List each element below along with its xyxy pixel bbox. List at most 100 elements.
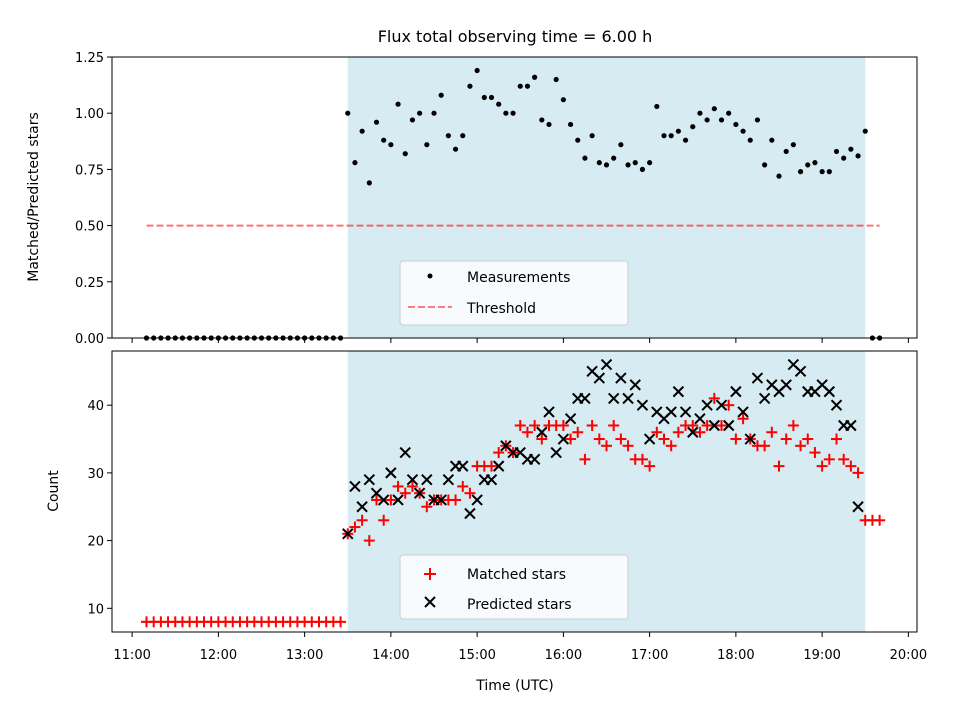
legend-label-threshold: Threshold [466, 301, 536, 317]
predicted-star-point [399, 446, 411, 459]
measurement-point [797, 169, 804, 175]
predicted-star-point [421, 473, 433, 486]
measurement-point [532, 74, 538, 80]
measurement-point [438, 92, 444, 98]
x-b [615, 372, 627, 384]
x-tick-label: 18:00 [717, 648, 754, 663]
predicted-star-point [607, 392, 620, 405]
top-y-ticks: 0.00 0.25 0.50 0.75 1.00 1.25 [75, 51, 112, 347]
x-b [471, 494, 483, 506]
measurement-point [488, 94, 495, 101]
measurement-point [647, 160, 653, 166]
y-tick-label: 1.25 [75, 51, 104, 66]
measurement-point [474, 67, 480, 74]
measurement-point [740, 128, 746, 134]
predicted-star-point [435, 494, 447, 506]
matched-star-point [809, 447, 821, 459]
matched-star-point [766, 426, 778, 438]
predicted-star-point [629, 379, 641, 391]
matched-star-point [464, 487, 476, 499]
matched-star-point [392, 480, 404, 492]
y-tick-label: 40 [87, 399, 104, 414]
x-tick-label: 17:00 [631, 648, 668, 663]
measurement-point [402, 151, 408, 157]
matched-star-point [651, 426, 663, 438]
matched-star-point [593, 433, 605, 445]
x-b [823, 385, 836, 398]
predicted-star-point [363, 473, 376, 486]
predicted-star-point [392, 494, 404, 506]
legend-label-predicted: Predicted stars [467, 597, 572, 613]
measurement-point [639, 166, 646, 172]
predicted-star-point [701, 399, 713, 411]
x-b [708, 419, 721, 432]
chart-title: Flux total observing time = 6.00 h [378, 27, 653, 46]
x-b [607, 392, 620, 405]
top-x-ticks [131, 338, 909, 343]
matched-star-point [672, 426, 684, 438]
matched-star-point [450, 494, 462, 506]
predicted-star-point [528, 453, 541, 466]
measurement-point [445, 133, 451, 139]
x-tick-label: 11:00 [113, 648, 150, 663]
measurement-point [848, 146, 854, 152]
measurement-point [733, 121, 739, 128]
predicted-star-point [464, 507, 476, 520]
matched-star-point [371, 494, 382, 506]
matched-star-point [493, 447, 505, 459]
measurement-point [632, 160, 638, 166]
x-tick-label: 14:00 [372, 648, 409, 663]
x-b [557, 433, 570, 445]
bottom-plot-frame [111, 350, 918, 633]
predicted-star-point [708, 419, 721, 432]
x-b [385, 467, 397, 479]
x-b [485, 473, 498, 486]
matched-star-point [457, 480, 469, 492]
matched-star-point [356, 514, 368, 526]
y-tick-label: 0.25 [75, 276, 104, 291]
predicted-star-point [679, 406, 692, 418]
y-tick-label: 30 [87, 467, 104, 482]
matched-star-point [838, 453, 850, 465]
matched-star-point [737, 413, 749, 425]
measurement-point [596, 160, 602, 166]
matched-star-point [363, 535, 375, 547]
matched-star-point [385, 494, 397, 506]
measurement-point [517, 83, 523, 89]
legend-marker-predicted [424, 596, 436, 608]
matched-star-point [694, 426, 706, 438]
x-b [413, 487, 426, 499]
bottom-y-ticks: 10 20 30 40 [87, 399, 112, 617]
measurement-point [682, 137, 689, 143]
predicted-star-point [457, 460, 469, 472]
measurement-point [769, 137, 775, 143]
predicted-star-point [377, 494, 390, 506]
x-b [349, 480, 361, 493]
x-b [758, 392, 771, 405]
matched-star-point [615, 433, 627, 445]
measurement-point [690, 124, 696, 130]
matched-star-point [730, 433, 742, 445]
matched-star-point [701, 419, 713, 431]
x-b [370, 487, 383, 499]
predicted-star-point [744, 433, 756, 445]
predicted-star-point [823, 385, 836, 398]
bottom-y-axis-label: Count [46, 470, 62, 512]
measurement-point [654, 103, 660, 110]
top-y-axis-label: Matched/Predicted stars [26, 112, 42, 282]
predicted-star-point [751, 372, 764, 384]
measurement-point [776, 173, 782, 179]
measurement-point [704, 117, 710, 123]
y-tick-label: 10 [87, 602, 104, 617]
legend-marker-measurements [427, 273, 433, 279]
matched-star-point [831, 433, 842, 445]
measurement-point [539, 117, 545, 123]
y-tick-label: 0.75 [75, 163, 104, 178]
predicted-star-point [471, 494, 483, 506]
x-b [816, 379, 828, 391]
x-b [722, 419, 735, 432]
matched-star-point [572, 426, 584, 438]
predicted-star-point [694, 413, 706, 425]
x-b [780, 379, 792, 391]
matched-star-point [802, 433, 814, 445]
